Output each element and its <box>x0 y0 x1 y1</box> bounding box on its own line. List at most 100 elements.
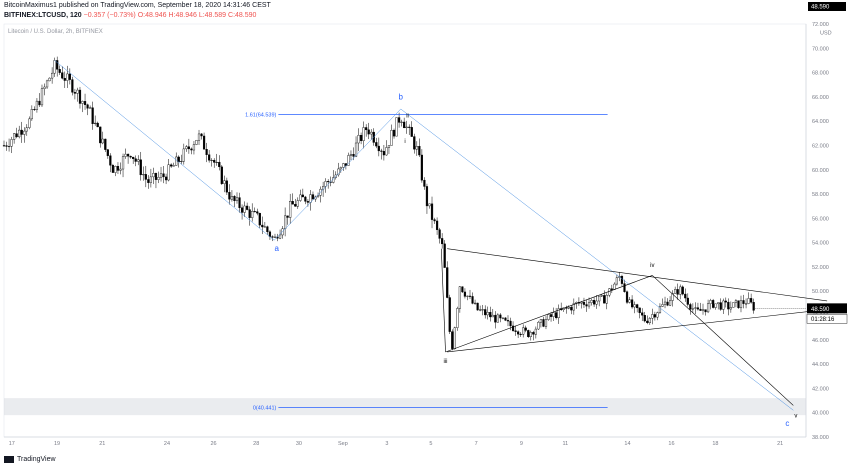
y-tick-label: 56.000 <box>812 216 829 222</box>
candle <box>648 318 651 324</box>
candle <box>63 78 66 81</box>
candle <box>701 309 705 311</box>
candle <box>706 303 710 313</box>
candle <box>504 317 507 321</box>
candle <box>458 286 461 309</box>
candle <box>466 295 469 297</box>
candle <box>435 220 439 230</box>
candle <box>613 283 616 290</box>
candle <box>425 186 429 207</box>
candle <box>61 72 64 79</box>
candle <box>600 295 603 297</box>
candle <box>299 194 302 201</box>
y-tick-label: 40.000 <box>812 411 829 417</box>
x-tick-label: 7 <box>475 441 478 447</box>
candle <box>484 309 487 316</box>
candle <box>496 314 499 323</box>
candle <box>316 195 320 198</box>
candle <box>53 60 56 74</box>
candle <box>623 283 626 292</box>
candle <box>463 291 467 297</box>
candle <box>278 234 282 239</box>
candle <box>529 332 532 338</box>
y-tick-label: 42.000 <box>812 386 829 392</box>
candle <box>289 201 292 218</box>
candle <box>608 288 611 296</box>
candle <box>354 142 358 157</box>
candle <box>742 300 745 304</box>
change-label: −0.357 (−0.73%) <box>83 12 136 19</box>
candle <box>304 196 307 202</box>
candle <box>66 73 69 81</box>
candle <box>395 117 398 137</box>
candle <box>461 286 464 293</box>
x-tick-label: 11 <box>563 441 569 447</box>
candle <box>144 174 147 180</box>
candle <box>94 122 97 124</box>
trendline-blue <box>273 108 401 241</box>
candle <box>674 289 677 294</box>
candle <box>101 138 104 144</box>
y-tick-label: 68.000 <box>812 71 829 77</box>
candle <box>200 133 203 137</box>
wave-label: a <box>274 244 279 253</box>
candle <box>180 160 183 163</box>
candle <box>327 181 330 183</box>
fib-level-label: 1.61(64.539) <box>245 113 276 119</box>
candle <box>7 146 11 148</box>
trendline-blue <box>400 108 794 411</box>
candle <box>89 107 92 109</box>
candle <box>13 133 16 140</box>
candle <box>273 236 277 238</box>
y-tick-label: 46.000 <box>812 338 829 344</box>
candle <box>342 163 345 168</box>
candle <box>676 289 679 295</box>
candle <box>557 308 560 319</box>
candle <box>636 304 639 309</box>
candle <box>691 308 694 310</box>
candle <box>48 77 51 82</box>
candle <box>385 147 388 156</box>
candle <box>137 159 140 162</box>
candle <box>448 297 451 332</box>
x-tick-label: 21 <box>99 441 105 447</box>
candle <box>76 89 79 94</box>
candle <box>96 122 99 128</box>
candle <box>555 312 558 319</box>
candle <box>509 320 512 327</box>
candle <box>542 319 545 327</box>
candle <box>441 238 444 245</box>
candle <box>86 104 89 109</box>
candle <box>641 312 644 316</box>
candle <box>686 297 689 305</box>
candle <box>572 303 575 311</box>
candle <box>689 304 692 310</box>
candle <box>10 139 13 147</box>
wave-label: b <box>399 92 404 101</box>
candle <box>413 136 416 150</box>
candle <box>35 100 39 110</box>
candle <box>240 207 244 213</box>
candle <box>213 159 216 163</box>
candle <box>549 314 553 317</box>
last-price-label: 48.590 <box>811 307 830 313</box>
candle <box>99 126 102 144</box>
candle <box>714 303 717 308</box>
wave-line <box>445 275 653 353</box>
candle <box>187 146 190 150</box>
candle <box>111 165 115 173</box>
candle <box>208 154 211 161</box>
triangle-lower <box>447 309 828 353</box>
x-tick-label: 28 <box>253 441 259 447</box>
candle <box>210 159 213 161</box>
candle <box>233 196 236 202</box>
y-tick-label: 64.000 <box>812 119 829 125</box>
y-tick-label: 58.000 <box>812 192 829 198</box>
candle <box>251 211 254 218</box>
candle <box>752 302 755 311</box>
candle <box>750 298 753 303</box>
candle <box>5 145 8 147</box>
candle <box>23 130 26 135</box>
candle <box>387 145 391 148</box>
